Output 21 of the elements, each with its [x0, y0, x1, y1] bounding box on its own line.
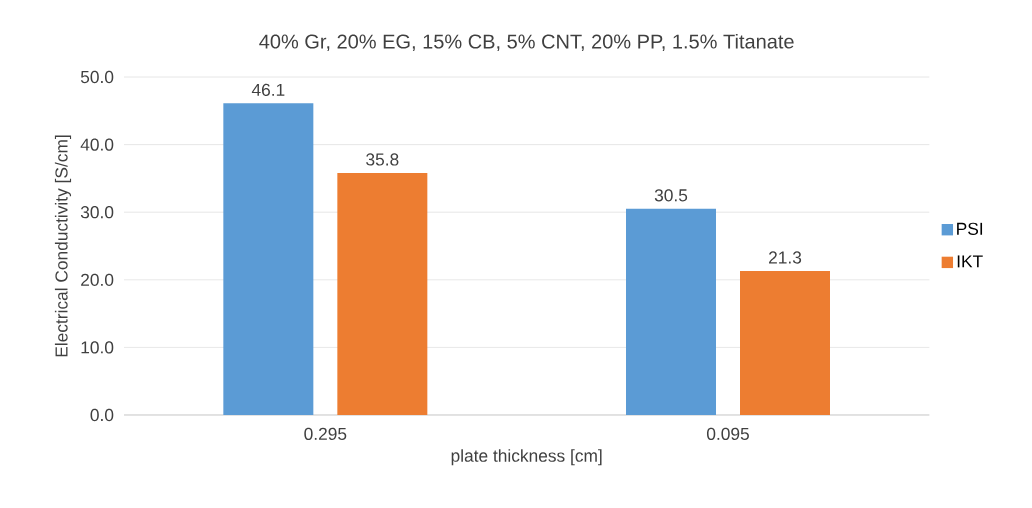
data-label: 46.1	[251, 83, 285, 96]
data-label: 35.8	[366, 153, 399, 166]
y-tick-label: 0.0	[90, 408, 114, 422]
y-axis-title: Electrical Conductivity [S/cm]	[54, 135, 72, 357]
y-tick-label: 30.0	[80, 206, 114, 219]
y-tick-label: 40.0	[80, 138, 114, 151]
x-tick-label: 0.095	[706, 427, 749, 440]
bar	[626, 208, 717, 415]
chart-title: 40% Gr, 20% EG, 15% CB, 5% CNT, 20% PP, 1.5% Titanate	[259, 33, 794, 51]
bar	[740, 271, 830, 415]
x-axis-title: plate thickness [cm]	[451, 449, 602, 466]
data-label: 30.5	[654, 189, 688, 202]
bar	[337, 172, 428, 415]
y-tick-label: 20.0	[81, 273, 114, 286]
legend-label: PSI	[957, 222, 983, 235]
y-tick-label: 50.0	[80, 70, 114, 84]
data-label: 21.3	[769, 251, 802, 264]
bar	[223, 103, 314, 415]
legend-label: IKT	[957, 255, 983, 268]
x-tick-label: 0.295	[304, 427, 347, 440]
y-tick-label: 10.0	[81, 341, 114, 354]
